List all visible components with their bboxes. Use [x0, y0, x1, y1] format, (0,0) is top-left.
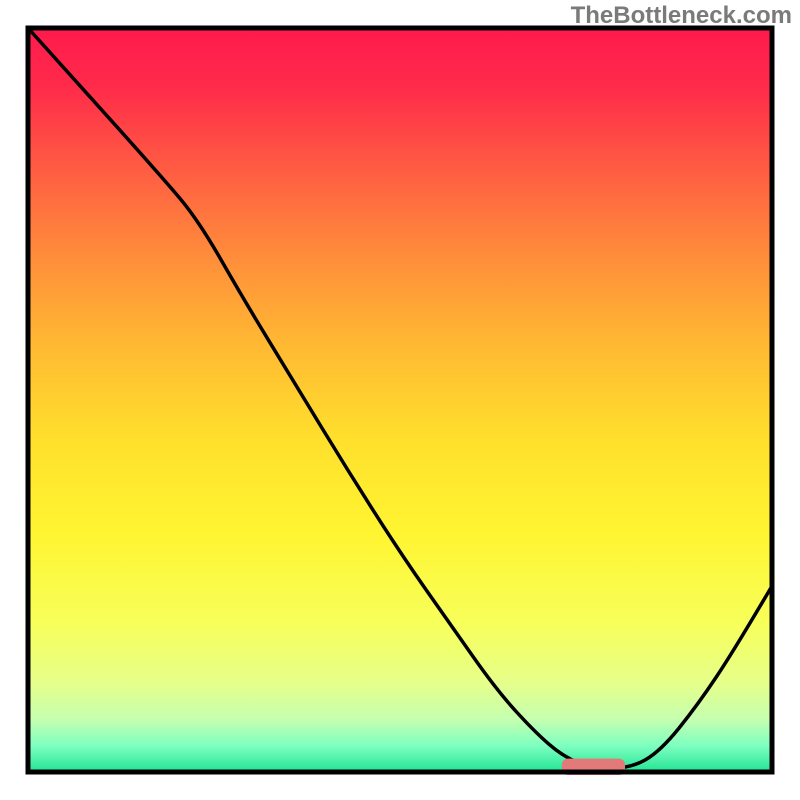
chart-svg: [0, 0, 800, 800]
bottleneck-chart: TheBottleneck.com: [0, 0, 800, 800]
gradient-background: [28, 28, 772, 772]
